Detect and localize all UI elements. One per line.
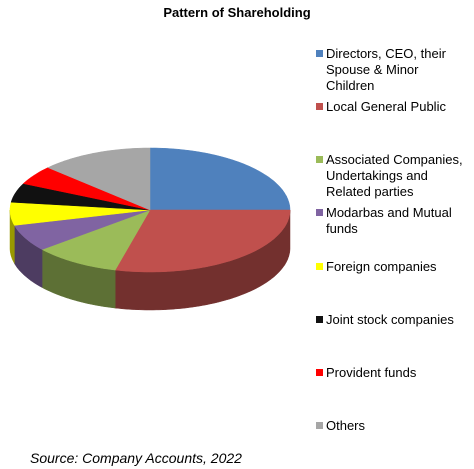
- legend-swatch: [316, 103, 323, 110]
- legend-swatch: [316, 263, 323, 270]
- legend-label: Modarbas and Mutual funds: [326, 205, 452, 236]
- legend-item: Associated Companies, Undertakings and R…: [316, 152, 466, 200]
- chart-title: Pattern of Shareholding: [163, 5, 311, 20]
- legend-swatch: [316, 316, 323, 323]
- slice: [47, 147, 151, 211]
- legend-swatch: [316, 422, 323, 429]
- legend-label: Others: [326, 418, 366, 433]
- legend-swatch: [316, 209, 323, 216]
- slice: [9, 201, 151, 226]
- slice: [114, 209, 291, 273]
- legend-swatch: [316, 50, 323, 57]
- legend-item: Directors, CEO, their Spouse & Minor Chi…: [316, 46, 466, 94]
- slice: [149, 147, 291, 211]
- legend-item: Local General Public: [316, 99, 466, 115]
- legend-item: Provident funds: [316, 365, 466, 381]
- slice: [41, 209, 151, 271]
- legend-item: Modarbas and Mutual funds: [316, 205, 466, 237]
- legend-swatch: [316, 156, 323, 163]
- source-note: Source: Company Accounts, 2022: [30, 450, 242, 466]
- legend-swatch: [316, 369, 323, 376]
- legend-item: Foreign companies: [316, 259, 466, 275]
- slice: [22, 167, 151, 211]
- legend-item: Joint stock companies: [316, 312, 466, 328]
- legend-item: Others: [316, 418, 466, 434]
- legend-label: Associated Companies, Undertakings and R…: [326, 152, 463, 199]
- legend-label: Local General Public: [326, 99, 446, 114]
- slice: [13, 209, 151, 250]
- legend-label: Directors, CEO, their Spouse & Minor Chi…: [326, 46, 446, 93]
- legend-label: Foreign companies: [326, 259, 437, 274]
- legend-label: Joint stock companies: [326, 312, 454, 327]
- slice: [10, 183, 151, 211]
- legend-label: Provident funds: [326, 365, 417, 380]
